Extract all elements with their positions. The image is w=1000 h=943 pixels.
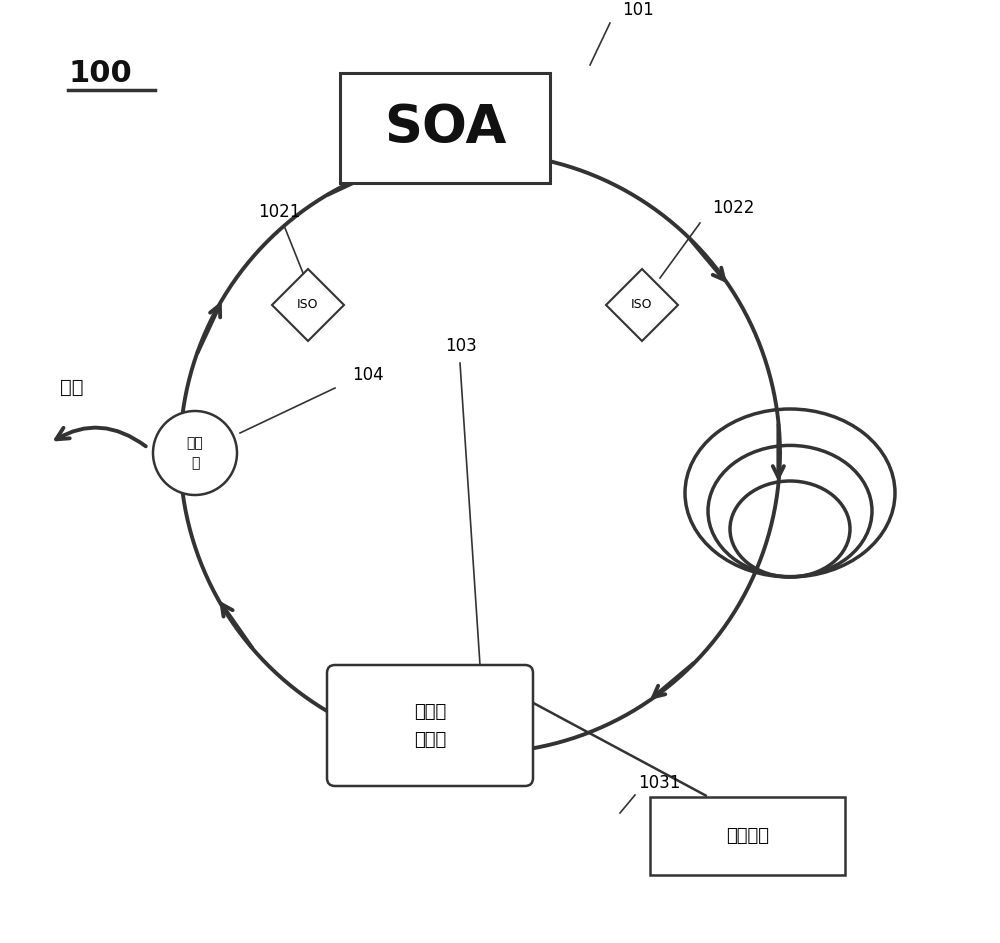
Polygon shape: [606, 269, 678, 341]
Text: ISO: ISO: [297, 299, 319, 311]
Text: 可调谐: 可调谐: [414, 703, 446, 720]
Text: 1022: 1022: [712, 199, 754, 217]
Circle shape: [153, 411, 237, 495]
Text: 滤波器: 滤波器: [414, 731, 446, 749]
FancyBboxPatch shape: [340, 73, 550, 183]
Text: 1031: 1031: [638, 774, 680, 792]
Text: 101: 101: [622, 1, 654, 19]
FancyBboxPatch shape: [327, 665, 533, 786]
Text: 驱动电路: 驱动电路: [726, 827, 769, 845]
Text: 103: 103: [445, 337, 477, 355]
Text: 104: 104: [352, 366, 384, 384]
FancyBboxPatch shape: [650, 797, 845, 875]
Text: 耦合: 耦合: [187, 436, 203, 450]
Text: SOA: SOA: [384, 102, 506, 154]
Text: 输出: 输出: [60, 378, 84, 397]
Polygon shape: [272, 269, 344, 341]
Text: ISO: ISO: [631, 299, 653, 311]
Text: 100: 100: [68, 58, 132, 88]
Text: 1021: 1021: [258, 203, 300, 221]
Text: 器: 器: [191, 456, 199, 470]
